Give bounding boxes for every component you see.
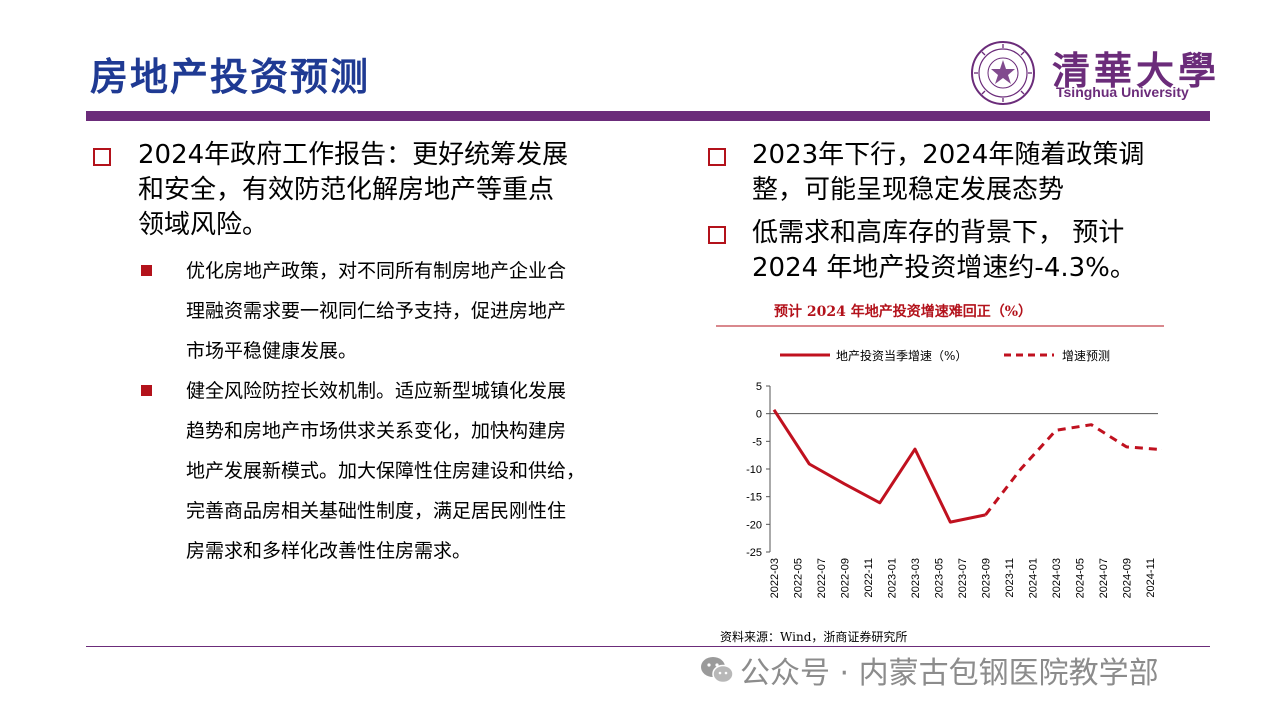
footer-divider xyxy=(86,646,1210,647)
left-main-bullet-line: 2024年政府工作报告：更好统筹发展 xyxy=(138,140,569,170)
x-tick-label: 2023-09 xyxy=(981,558,993,598)
chart-title: 预计 2024 年地产投资增速难回正（%） xyxy=(774,304,1033,320)
chart-svg: 地产投资当季增速（%） 增速预测 5 0 -5 -10 -15 -20 -25 2022-03 20… xyxy=(716,325,1164,598)
tsinghua-logo: 清華大學 Tsinghua University xyxy=(970,40,1216,105)
wechat-icon xyxy=(701,657,734,684)
bullet-square-icon xyxy=(708,148,726,166)
sub-bullet-line: 优化房地产政策，对不同所有制房地产企业合 xyxy=(186,260,567,282)
sub-bullet-line: 趋势和房地产市场供求关系变化，加快构建房 xyxy=(186,420,567,442)
sub-bullet-square-icon xyxy=(141,265,152,276)
sub-bullet-line: 完善商品房相关基础性制度，满足居民刚性住 xyxy=(186,500,567,522)
right-bullet-line: 整，可能呈现稳定发展态势 xyxy=(752,175,1065,205)
right-bullet-2: 低需求和高库存的背景下， 预计 2024 年地产投资增速约-4.3%。 xyxy=(752,216,1136,286)
x-tick-label: 2023-11 xyxy=(1004,558,1016,598)
logo-chinese-name: 清華大學 xyxy=(1052,48,1221,93)
left-sub-bullet-1: 优化房地产政策，对不同所有制房地产企业合 理融资需求要一视同仁给予支持，促进房地… xyxy=(186,251,566,371)
y-tick-label: -5 xyxy=(752,436,762,448)
x-tick-label: 2022-11 xyxy=(863,558,875,598)
y-tick-label: -25 xyxy=(746,547,762,559)
sub-bullet-line: 市场平稳健康发展。 xyxy=(186,340,358,362)
right-bullet-line: 2024 年地产投资增速约-4.3%。 xyxy=(752,253,1136,283)
right-bullet-line: 2023年下行，2024年随着政策调 xyxy=(752,140,1145,170)
series-line xyxy=(772,408,986,524)
page-title: 房地产投资预测 xyxy=(90,55,371,99)
legend-label: 地产投资当季增速（%） xyxy=(836,348,967,363)
bullet-square-icon xyxy=(708,226,726,244)
x-tick-label: 2023-01 xyxy=(887,558,899,598)
sub-bullet-line: 地产发展新模式。加大保障性住房建设和供给， xyxy=(186,460,586,482)
x-tick-label: 2023-03 xyxy=(910,558,922,598)
left-main-bullet-line: 和安全，有效防范化解房地产等重点 xyxy=(138,175,555,205)
y-tick-label: -15 xyxy=(746,492,762,504)
x-tick-label: 2022-07 xyxy=(816,558,828,598)
x-tick-label: 2024-05 xyxy=(1075,558,1087,598)
tsinghua-seal-icon xyxy=(971,41,1035,105)
series-line xyxy=(984,423,1162,516)
legend-label: 增速预测 xyxy=(1062,349,1110,363)
chart-source: 资料来源：Wind，浙商证券研究所 xyxy=(720,630,908,644)
watermark-text: 公众号 · 内蒙古包钢医院教学部 xyxy=(740,656,1159,691)
logo-english-name: Tsinghua University xyxy=(1056,84,1189,100)
x-tick-label: 2023-05 xyxy=(934,558,946,598)
x-tick-label: 2024-03 xyxy=(1051,558,1063,598)
x-tick-label: 2023-07 xyxy=(957,558,969,598)
x-tick-label: 2022-09 xyxy=(840,558,852,598)
x-tick-label: 2024-11 xyxy=(1145,558,1157,598)
sub-bullet-line: 理融资需求要一视同仁给予支持，促进房地产 xyxy=(186,300,567,322)
left-main-bullet-line: 领域风险。 xyxy=(138,210,269,240)
x-tick-label: 2022-03 xyxy=(769,558,781,598)
bullet-square-icon xyxy=(93,148,111,166)
x-tick-label: 2024-07 xyxy=(1098,558,1110,598)
x-tick-label: 2024-09 xyxy=(1122,558,1134,598)
y-tick-label: 0 xyxy=(756,409,762,421)
x-tick-label: 2022-05 xyxy=(793,558,805,598)
sub-bullet-square-icon xyxy=(141,385,152,396)
sub-bullet-line: 健全风险防控长效机制。适应新型城镇化发展 xyxy=(186,380,567,402)
investment-growth-chart: 预计 2024 年地产投资增速难回正（%） 地产投资当季增速（%） 增速预测 5 0 -… xyxy=(716,296,1168,648)
right-bullet-line: 低需求和高库存的背景下， 预计 xyxy=(752,218,1125,248)
y-tick-label: -10 xyxy=(746,464,762,476)
x-tick-label: 2024-01 xyxy=(1028,558,1040,598)
right-bullet-1: 2023年下行，2024年随着政策调 整，可能呈现稳定发展态势 xyxy=(752,138,1144,208)
y-tick-label: -20 xyxy=(746,519,762,531)
y-tick-label: 5 xyxy=(756,381,762,393)
left-main-bullet: 2024年政府工作报告：更好统筹发展 和安全，有效防范化解房地产等重点 领域风险… xyxy=(138,138,568,243)
sub-bullet-line: 房需求和多样化改善性住房需求。 xyxy=(186,540,472,562)
left-sub-bullet-2: 健全风险防控长效机制。适应新型城镇化发展 趋势和房地产市场供求关系变化，加快构建… xyxy=(186,371,585,571)
title-divider xyxy=(86,111,1210,121)
